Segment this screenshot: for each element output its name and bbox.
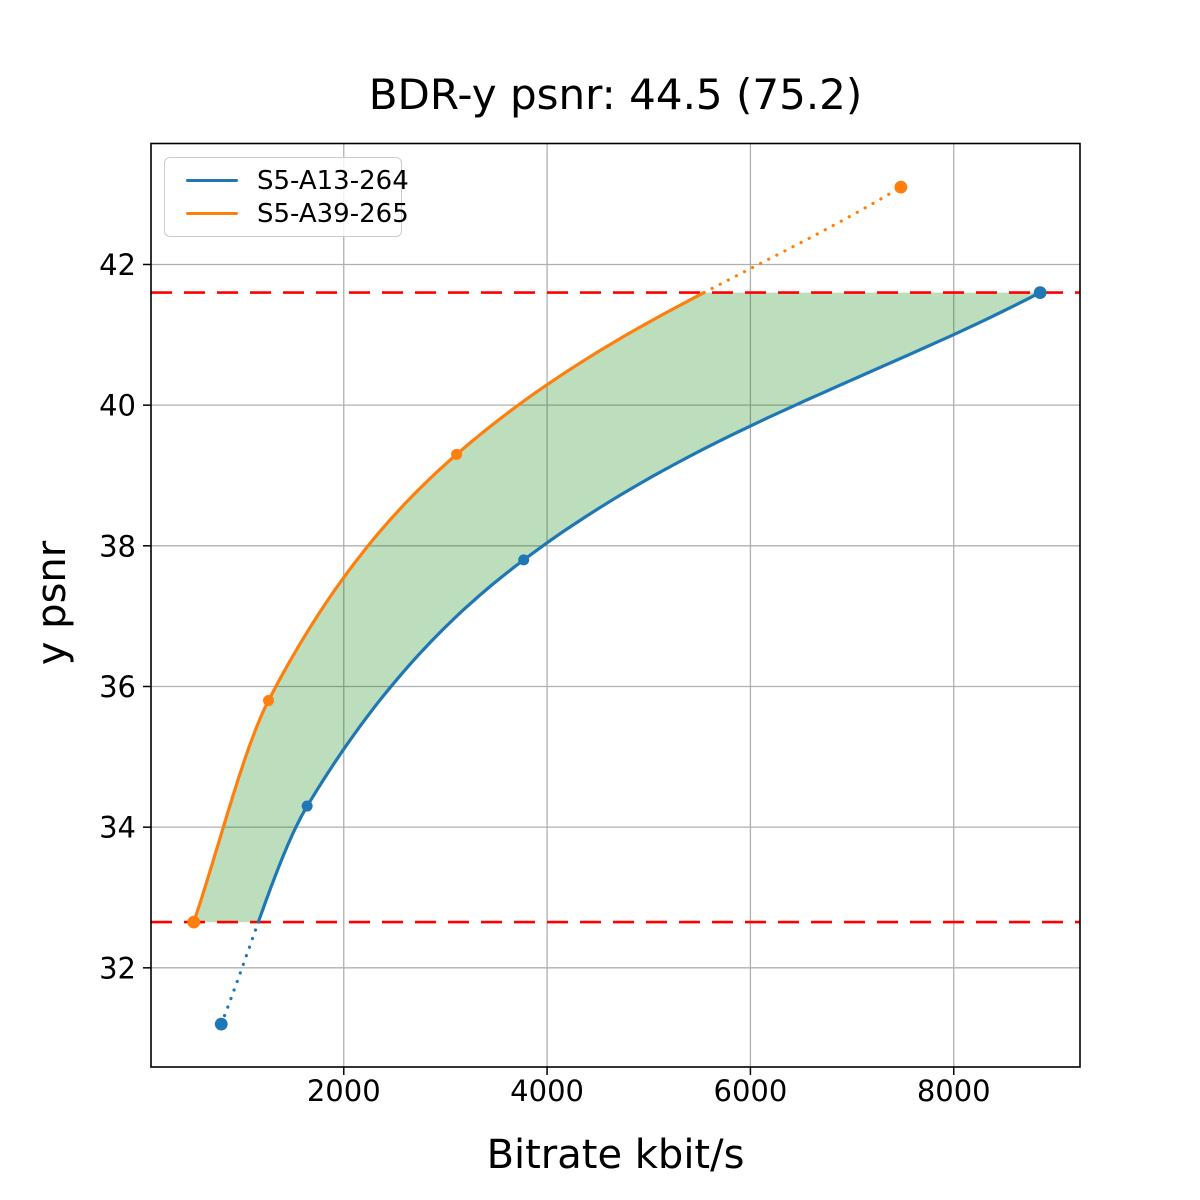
y-tick-label-36: 36 — [99, 670, 136, 704]
series-curve-dotted-s5-a13-264 — [219, 920, 260, 1026]
x-axis-label: Bitrate kbit/s — [486, 1132, 745, 1178]
series-curve-s5-a39-265 — [192, 291, 706, 924]
y-tick-label-40: 40 — [99, 389, 136, 423]
overlap-hlines — [151, 291, 1080, 924]
series-markers — [187, 180, 1047, 1031]
y-axis-label: y psnr — [29, 540, 75, 666]
data-point — [301, 800, 313, 812]
data-point — [1033, 286, 1047, 300]
plot-border — [150, 142, 1081, 1068]
legend-item-label: S5-A13-264 — [257, 165, 409, 196]
bd-gap-fill — [193, 292, 1041, 923]
x-tick-label-4000: 4000 — [510, 1074, 584, 1108]
data-point — [263, 695, 275, 707]
data-point — [894, 180, 908, 194]
chart-title: BDR-y psnr: 44.5 (75.2) — [368, 70, 863, 119]
y-tick-label-32: 32 — [99, 951, 136, 985]
data-point — [187, 915, 201, 929]
gridlines — [151, 143, 1080, 1067]
legend-line-sample — [186, 178, 238, 183]
bd-rate-gap-area — [193, 292, 1041, 923]
legend: S5-A13-264 S5-A39-265 — [164, 157, 409, 237]
legend-item-label: S5-A39-265 — [257, 198, 409, 229]
data-point — [518, 554, 530, 566]
series-curve-s5-a13-264 — [256, 291, 1042, 924]
x-tick-label-6000: 6000 — [714, 1074, 788, 1108]
legend-item: S5-A39-265 — [165, 201, 409, 227]
data-point — [214, 1017, 228, 1031]
y-tick-label-42: 42 — [99, 248, 136, 282]
tick-labels: 2000 4000 6000 8000 32 34 36 38 40 42 — [99, 248, 991, 1108]
legend-line-sample — [186, 211, 238, 216]
series-curves — [192, 185, 1042, 1026]
series-curve-dotted-s5-a39-265 — [702, 185, 903, 295]
legend-item: S5-A13-264 — [165, 168, 409, 194]
y-tick-label-38: 38 — [99, 529, 136, 563]
axes-frame — [143, 142, 1081, 1075]
x-tick-label-2000: 2000 — [307, 1074, 381, 1108]
y-tick-label-34: 34 — [99, 811, 136, 845]
data-point — [451, 448, 463, 460]
x-tick-label-8000: 8000 — [917, 1074, 991, 1108]
